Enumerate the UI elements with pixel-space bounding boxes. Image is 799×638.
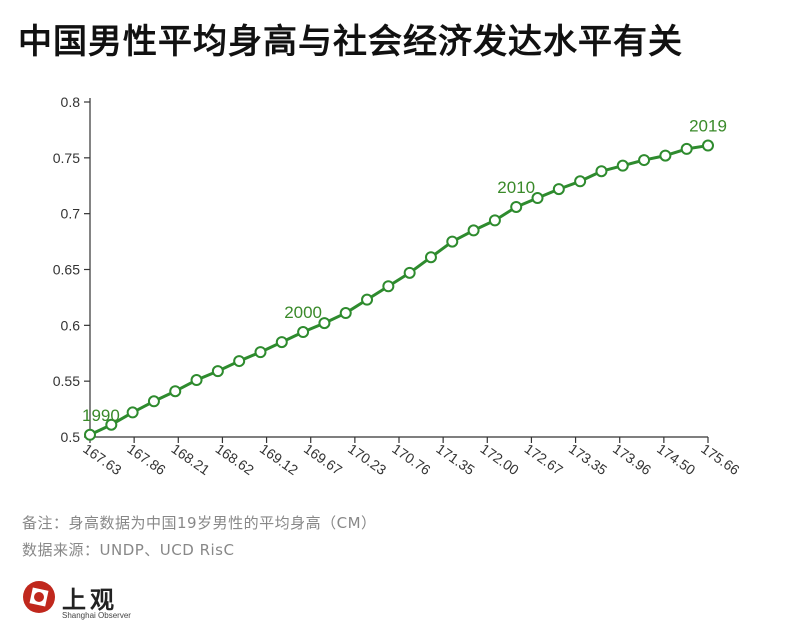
- x-tick-label: 170.23: [345, 440, 389, 478]
- x-tick-label: 174.50: [654, 440, 698, 478]
- data-point: [467, 224, 480, 237]
- data-point: [595, 165, 608, 178]
- y-tick-label: 0.8: [61, 94, 81, 110]
- year-annotation: 2000: [284, 303, 322, 322]
- data-point: [574, 175, 587, 188]
- year-annotation: 2019: [689, 117, 727, 136]
- logo-name: 上观: [62, 585, 118, 614]
- data-point: [254, 346, 267, 359]
- data-point: [424, 251, 437, 264]
- data-point: [211, 365, 224, 378]
- y-tick-label: 0.7: [61, 206, 81, 222]
- data-point: [616, 159, 629, 172]
- y-tick-label: 0.55: [53, 373, 80, 389]
- x-tick-label: 167.86: [124, 440, 168, 478]
- line-chart: 0.50.550.60.650.70.750.8 167.63 167.86 168…: [53, 94, 743, 478]
- data-point: [510, 200, 523, 213]
- x-tick-label: 168.62: [213, 440, 257, 478]
- source-note: 数据来源：UNDP、UCD RisC: [22, 541, 235, 559]
- y-tick-label: 0.6: [61, 317, 81, 333]
- x-tick-label: 169.67: [301, 440, 345, 478]
- data-point: [318, 317, 331, 330]
- x-tick-label: 173.35: [566, 440, 610, 478]
- y-tick-label: 0.5: [61, 429, 81, 445]
- data-point: [105, 418, 118, 431]
- data-point: [659, 149, 672, 162]
- data-point: [531, 192, 544, 205]
- x-tick-label: 173.96: [610, 440, 654, 478]
- data-point: [84, 428, 96, 441]
- data-point: [190, 374, 203, 387]
- x-tick-label: 168.21: [169, 440, 213, 478]
- data-point: [169, 385, 182, 398]
- data-point: [361, 293, 374, 306]
- logo-mark-icon: [23, 581, 55, 613]
- x-tick-label: 170.76: [389, 440, 433, 478]
- data-point: [275, 336, 288, 349]
- series-path: [89, 144, 709, 437]
- x-tick-label: 172.67: [522, 440, 566, 478]
- year-annotation: 2010: [497, 178, 535, 197]
- series-line: [84, 139, 714, 441]
- data-point: [126, 406, 139, 419]
- data-point: [702, 139, 714, 152]
- x-tick-label: 169.12: [257, 440, 301, 478]
- data-point: [233, 355, 246, 368]
- x-tick-label: 171.35: [433, 440, 477, 478]
- annotations: 1990 2000 2010 2019: [82, 117, 727, 425]
- data-point: [297, 326, 310, 339]
- data-point: [382, 280, 395, 293]
- data-point: [339, 307, 352, 320]
- x-tick-label: 175.66: [698, 440, 742, 478]
- logo-subtitle: Shanghai Observer: [62, 611, 131, 620]
- data-point: [446, 235, 459, 248]
- data-point: [147, 395, 160, 408]
- y-tick-label: 0.65: [53, 262, 80, 278]
- x-axis: 167.63 167.86 168.21 168.62 169.12 169.67 170.…: [80, 436, 743, 478]
- logo: 上观 Shanghai Observer: [22, 580, 172, 630]
- data-point: [552, 183, 565, 196]
- y-tick-label: 0.75: [53, 150, 80, 166]
- data-point: [680, 142, 693, 155]
- data-point: [403, 266, 416, 279]
- x-tick-label: 172.00: [478, 440, 522, 478]
- year-annotation: 1990: [82, 406, 120, 425]
- remark-note: 备注：身高数据为中国19岁男性的平均身高（CM）: [22, 514, 377, 532]
- data-point: [638, 154, 651, 167]
- chart-title: 中国男性平均身高与社会经济发达水平有关: [18, 22, 683, 62]
- y-axis: 0.5 0.55 0.6 0.65 0.7 0.75 0.8: [53, 94, 91, 445]
- data-point: [488, 214, 501, 227]
- x-tick-label: 167.63: [80, 440, 124, 478]
